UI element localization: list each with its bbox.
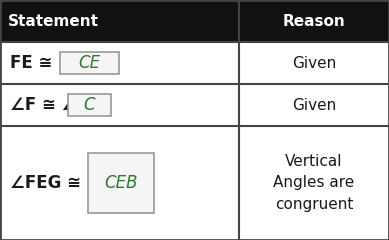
- Text: FE ≅: FE ≅: [10, 54, 58, 72]
- Text: Vertical
Angles are
congruent: Vertical Angles are congruent: [273, 155, 355, 211]
- Text: Given: Given: [292, 97, 336, 113]
- Bar: [68, 94, 111, 116]
- Text: ∠F ≅ ∠: ∠F ≅ ∠: [10, 96, 76, 114]
- Text: CE: CE: [79, 54, 100, 72]
- Text: Statement: Statement: [8, 13, 99, 29]
- Text: Given: Given: [292, 55, 336, 71]
- Bar: [88, 153, 154, 213]
- Bar: [0, 0, 389, 42]
- Text: CEB: CEB: [104, 174, 137, 192]
- Text: ∠FEG ≅ ∠: ∠FEG ≅ ∠: [10, 174, 102, 192]
- Text: C: C: [84, 96, 95, 114]
- Bar: [60, 52, 119, 74]
- Text: Reason: Reason: [283, 13, 345, 29]
